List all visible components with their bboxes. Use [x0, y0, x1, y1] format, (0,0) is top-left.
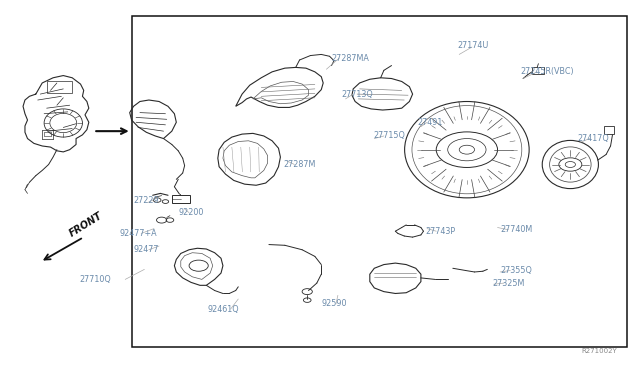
Text: 27245R(VBC): 27245R(VBC) [520, 67, 573, 76]
Text: 92461Q: 92461Q [207, 305, 239, 314]
Text: 27713Q: 27713Q [341, 90, 373, 99]
Text: 92200: 92200 [179, 208, 204, 217]
Text: 27287MA: 27287MA [332, 54, 369, 62]
Text: 27715Q: 27715Q [373, 131, 405, 141]
Text: 27174U: 27174U [458, 41, 489, 51]
Text: 27287M: 27287M [284, 160, 316, 169]
Text: 92477+A: 92477+A [119, 229, 157, 238]
Bar [604, 126, 614, 134]
Text: 27355Q: 27355Q [500, 266, 532, 275]
Text: 92590: 92590 [321, 299, 347, 308]
Text: 27417Q: 27417Q [577, 134, 609, 143]
Text: R271002Y: R271002Y [582, 348, 618, 354]
Bar [47, 81, 72, 93]
Text: 27229: 27229 [134, 196, 159, 205]
Text: 27491: 27491 [417, 118, 442, 127]
Text: 92477: 92477 [134, 245, 159, 254]
Text: 27743P: 27743P [425, 227, 455, 236]
Bar [132, 16, 627, 347]
Text: FRONT: FRONT [68, 211, 104, 238]
Text: 27710Q: 27710Q [79, 275, 111, 284]
Text: 27325M: 27325M [492, 279, 525, 288]
Text: 27740M: 27740M [500, 225, 533, 234]
Bar [172, 195, 189, 203]
Bar [532, 67, 543, 74]
